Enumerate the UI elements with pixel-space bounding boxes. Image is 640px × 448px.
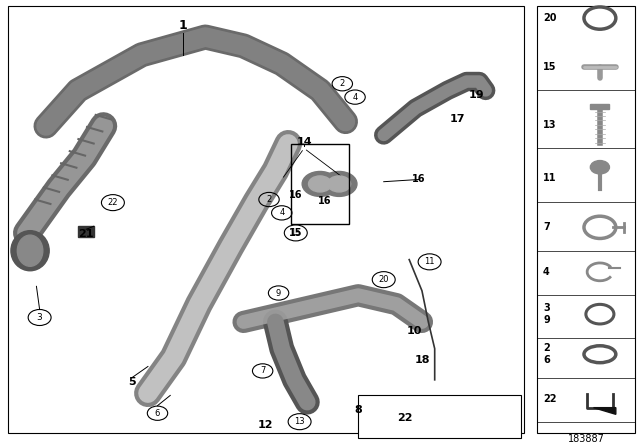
Text: 18: 18: [414, 355, 429, 365]
Bar: [78, 226, 94, 237]
Text: 15: 15: [543, 62, 557, 72]
Text: 6: 6: [155, 409, 160, 418]
Text: 8: 8: [355, 405, 362, 415]
Text: 22: 22: [108, 198, 118, 207]
Text: 2
6: 2 6: [543, 344, 550, 365]
Text: 21: 21: [78, 229, 94, 239]
Text: 20: 20: [543, 13, 557, 23]
Text: 13: 13: [294, 417, 305, 426]
Circle shape: [302, 172, 338, 196]
Text: 15: 15: [289, 228, 303, 238]
Text: 9: 9: [276, 289, 281, 297]
Text: 17: 17: [449, 114, 465, 125]
Text: 16: 16: [289, 190, 303, 200]
Text: 183887: 183887: [568, 434, 604, 444]
Text: 15: 15: [291, 228, 301, 237]
Text: 4: 4: [543, 267, 550, 277]
Text: 1: 1: [179, 19, 188, 32]
Text: 12: 12: [257, 420, 273, 430]
Circle shape: [590, 160, 609, 174]
Text: 3: 3: [36, 313, 42, 322]
Text: 7: 7: [543, 222, 550, 233]
Circle shape: [328, 176, 351, 192]
Polygon shape: [593, 408, 616, 414]
Text: 7: 7: [260, 366, 266, 375]
Bar: [537, 6, 636, 433]
Text: 11: 11: [424, 257, 435, 267]
Text: 4: 4: [353, 93, 358, 102]
Text: 2: 2: [340, 79, 345, 88]
Text: 10: 10: [406, 326, 422, 336]
Text: 20: 20: [378, 275, 389, 284]
Ellipse shape: [17, 235, 43, 266]
Text: 19: 19: [468, 90, 484, 100]
Text: 5: 5: [128, 377, 136, 387]
Bar: [590, 104, 609, 109]
Bar: [358, 396, 521, 438]
Ellipse shape: [11, 231, 49, 271]
Text: 11: 11: [543, 173, 557, 183]
Circle shape: [321, 172, 357, 196]
Circle shape: [308, 176, 332, 192]
Text: 16: 16: [412, 173, 426, 184]
Text: 22: 22: [397, 413, 413, 422]
Text: 13: 13: [543, 120, 557, 130]
Text: 16: 16: [318, 196, 332, 206]
Text: 2: 2: [266, 195, 271, 204]
Text: 14: 14: [296, 137, 312, 146]
Text: 3
9: 3 9: [543, 303, 550, 325]
Bar: [8, 6, 524, 433]
Text: 22: 22: [543, 394, 557, 404]
Text: 4: 4: [279, 208, 284, 217]
Bar: [291, 144, 349, 224]
